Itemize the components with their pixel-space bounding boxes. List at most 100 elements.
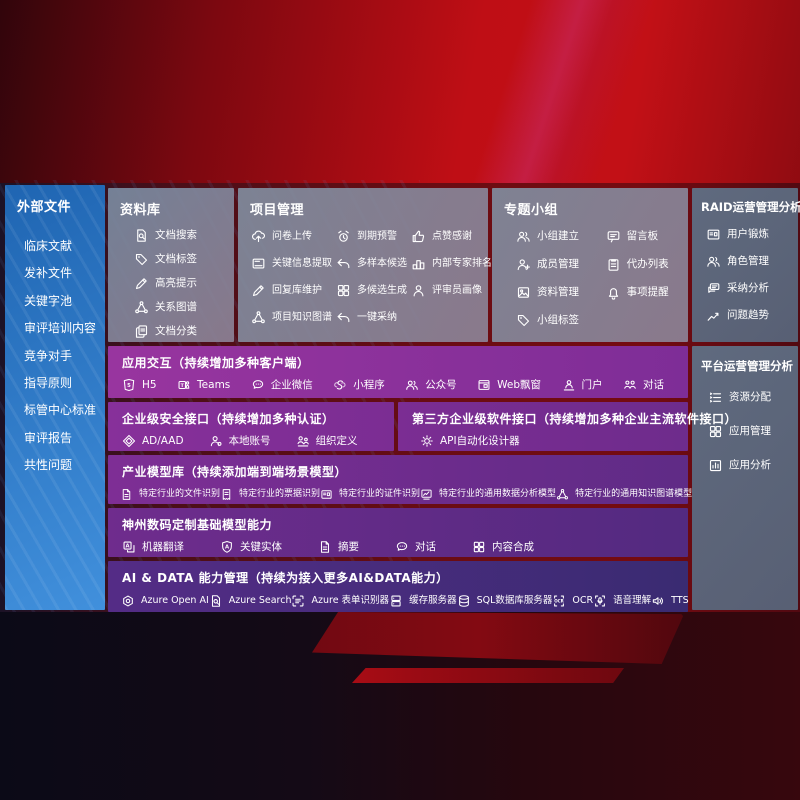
row-title: 企业级安全接口（持续增加多种认证）	[122, 412, 335, 426]
feature-item: 缓存服务器	[389, 594, 457, 608]
feature-label: 关系图谱	[155, 301, 197, 314]
feature-item: 问题趋势	[706, 308, 796, 323]
external-file-label: 标管中心标准	[24, 403, 97, 418]
feature-label: 一键采纳	[357, 311, 397, 323]
wallpaper-red-gradient	[0, 0, 800, 210]
ai-data-items: Azure Open AI Azure Search Azure 表单识别器 缓存服务…	[108, 586, 689, 608]
feature-item: H5	[122, 378, 157, 392]
tag-icon	[516, 313, 531, 328]
feature-item: 高亮提示	[134, 276, 230, 291]
feature-label: 回复库维护	[272, 284, 322, 296]
qa-chat-icon	[706, 281, 721, 296]
feature-item: 关键实体	[220, 540, 282, 554]
feature-item: 成员管理	[516, 257, 602, 272]
feature-label: 关键实体	[240, 540, 282, 553]
feature-item: 事项提醒	[606, 285, 682, 300]
feature-label: 文档分类	[155, 325, 197, 338]
grid-icon	[336, 283, 351, 298]
external-file-label: 指导原则	[24, 375, 73, 390]
feature-item: 应用分析	[708, 458, 796, 473]
feature-item: 资源分配	[708, 390, 796, 405]
topic-group-grid: 小组建立 留言板 成员管理 代办列表 资料管理 事项提醒 小组标签	[492, 218, 688, 328]
panel-title: 专题小组	[504, 203, 559, 218]
wechat-icon	[251, 378, 265, 392]
feature-label: 到期预警	[357, 230, 397, 242]
feature-label: Azure Open AI	[141, 595, 209, 607]
feature-item: Teams	[177, 378, 230, 392]
feature-label: 关键信息提取	[272, 257, 332, 269]
feature-item: 回复库维护	[251, 283, 332, 298]
message-board-icon	[606, 229, 621, 244]
cloud-upload-icon	[251, 229, 266, 244]
feature-label: API自动化设计器	[440, 434, 520, 447]
feature-label: Web飘窗	[497, 378, 542, 391]
topic-group-panel: 专题小组 小组建立 留言板 成员管理 代办列表 资料管理 事项提醒 小组标签	[492, 188, 688, 342]
feature-item: 关系图谱	[134, 300, 230, 315]
enterprise-security-row: 企业级安全接口（持续增加多种认证） AD/AAD 本地账号 组织定义	[108, 402, 394, 451]
external-file-item: 关键字池	[24, 294, 99, 308]
openai-icon	[121, 594, 135, 608]
graph-icon	[251, 310, 266, 325]
feature-item: TTS	[651, 594, 689, 608]
trend-chart-icon	[706, 308, 721, 323]
bell-icon	[606, 285, 621, 300]
feature-label: AD/AAD	[142, 434, 184, 447]
feature-label: 对话	[643, 378, 664, 391]
mini-program-icon	[333, 378, 347, 392]
feature-item: 对话	[623, 378, 664, 392]
doc-copy-icon	[134, 324, 149, 339]
feature-item: Web飘窗	[477, 378, 541, 392]
feature-label: 对话	[415, 540, 436, 553]
feature-item: 门户	[562, 378, 603, 392]
web-window-icon	[477, 378, 491, 392]
feature-label: 应用分析	[729, 459, 771, 472]
external-file-label: 审评报告	[24, 430, 73, 445]
pen-icon	[134, 276, 149, 291]
feature-label: 小组建立	[537, 230, 579, 243]
feature-item: 特定行业的票据识别	[220, 488, 320, 501]
feature-item: Azure Open AI	[121, 594, 209, 608]
feature-label: 采纳分析	[727, 282, 769, 295]
speech-icon	[593, 594, 607, 608]
feature-label: 缓存服务器	[409, 595, 457, 607]
people-icon	[706, 254, 721, 269]
feature-item: 内容合成	[472, 540, 534, 554]
thirdparty-items: API自动化设计器	[398, 427, 688, 448]
feature-label: 语音理解	[613, 595, 652, 607]
panel-title: 资料库	[120, 203, 161, 218]
graph-icon	[556, 488, 569, 501]
feature-item: 应用管理	[708, 424, 796, 439]
file-doc-icon	[120, 488, 133, 501]
feature-label: SQL数据库服务器	[476, 595, 553, 607]
feature-label: 摘要	[338, 540, 359, 553]
feature-label: 文档搜索	[155, 229, 197, 242]
feature-item: Azure Search	[209, 594, 291, 608]
feature-item: 组织定义	[296, 434, 358, 448]
feature-item: 机器翻译	[122, 540, 184, 554]
pen-icon	[251, 283, 266, 298]
panel-title: 项目管理	[250, 203, 305, 218]
row-title: 应用交互（持续增加多种客户端）	[122, 356, 310, 370]
cache-server-icon	[389, 594, 403, 608]
feature-item: 多样本候选	[336, 256, 407, 271]
feature-label: 角色管理	[727, 255, 769, 268]
feature-label: 小组标签	[537, 314, 579, 327]
feature-item: 一键采纳	[336, 310, 407, 325]
id-badge-icon	[706, 227, 721, 242]
feature-item: API自动化设计器	[420, 434, 520, 448]
feature-item: 特定行业的证件识别	[320, 488, 420, 501]
panel-title: 平台运营管理分析	[701, 359, 793, 373]
feature-item: 语音理解	[593, 594, 651, 608]
feature-item: 特定行业的通用数据分析模型	[420, 488, 556, 501]
person-icon	[411, 283, 426, 298]
feature-item: 评审员画像	[411, 283, 492, 298]
external-file-item: 审评报告	[24, 431, 99, 445]
feature-label: 高亮提示	[155, 277, 197, 290]
graph-icon	[134, 300, 149, 315]
resource-list-icon	[708, 390, 723, 405]
industry-items: 特定行业的文件识别 特定行业的票据识别 特定行业的证件识别 特定行业的通用数据分析模型…	[108, 480, 692, 501]
dialog-people-icon	[623, 378, 637, 392]
feature-item: 点赞感谢	[411, 229, 492, 244]
raid-list: 用户锻炼 角色管理 采纳分析 问题趋势	[692, 215, 798, 323]
feature-item: 本地账号	[209, 434, 271, 448]
